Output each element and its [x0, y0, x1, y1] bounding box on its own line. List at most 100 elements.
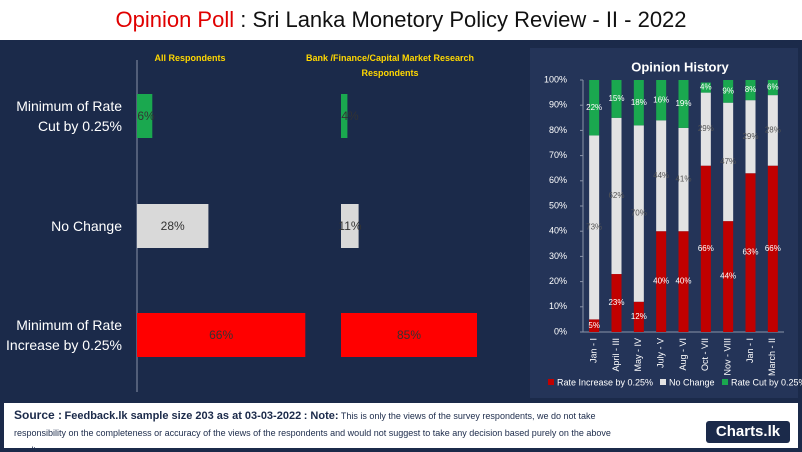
bar-segment [611, 117, 622, 275]
y-tick-label: 90% [549, 100, 567, 110]
value-label: 85% [397, 328, 421, 342]
value-label: 8% [745, 85, 757, 94]
value-label: 22% [586, 103, 602, 112]
x-tick-label: Jan - I [589, 338, 599, 363]
value-label: 63% [742, 248, 758, 257]
bar [137, 313, 306, 357]
bar-segment [656, 80, 667, 121]
x-tick-label: March - II [767, 338, 777, 376]
y-tick-label: 20% [549, 276, 567, 286]
bar [341, 94, 348, 138]
bar-segment [745, 100, 756, 174]
bar-segment [767, 95, 778, 166]
bar-segment [767, 165, 778, 332]
value-label: 23% [608, 298, 624, 307]
title: : Sri Lanka Monetory Policy Review - II … [240, 7, 687, 32]
y-tick-label: 60% [549, 175, 567, 185]
title-highlight: Opinion Poll [115, 7, 235, 32]
bar [341, 204, 359, 248]
source: Feedback.lk sample size 203 as at 03-03-… [64, 410, 302, 422]
y-tick-label: 30% [549, 251, 567, 261]
value-label: 66% [765, 244, 781, 253]
value-label: 29% [698, 124, 714, 133]
bar-segment [745, 173, 756, 332]
x-tick-label: Nov - VIII [723, 338, 733, 376]
bar-segment [589, 80, 600, 136]
bar [341, 313, 477, 357]
value-label: 66% [698, 244, 714, 253]
value-label: 4% [341, 109, 359, 123]
bar-segment [589, 135, 600, 320]
category-label: Minimum of Rate Cut by 0.25% [16, 98, 122, 134]
bar-segment [611, 80, 622, 118]
x-tick-label: Aug - VI [678, 338, 688, 371]
bar-segment [723, 102, 734, 222]
value-label: 70% [631, 209, 647, 218]
value-label: 9% [722, 86, 734, 95]
bar-segment [723, 221, 734, 332]
value-label: 16% [653, 95, 669, 104]
note: This is only the views of the survey res… [14, 411, 611, 452]
y-tick-label: 0% [554, 326, 567, 336]
bar-segment [767, 80, 778, 96]
bar-segment [633, 301, 644, 332]
legend-label: No Change [669, 377, 715, 387]
source-label: Source : [14, 408, 63, 422]
value-label: 12% [631, 312, 647, 321]
legend-swatch [548, 379, 554, 385]
footer-text: Source : Feedback.lk sample size 203 as … [14, 407, 614, 452]
y-tick-label: 10% [549, 301, 567, 311]
value-label: 44% [720, 272, 736, 281]
value-label: 15% [608, 94, 624, 103]
bar-segment [700, 165, 711, 332]
bar [137, 204, 209, 248]
bar-segment [633, 125, 644, 302]
x-tick-label: May - IV [633, 338, 643, 372]
footer: Source : Feedback.lk sample size 203 as … [4, 403, 798, 452]
value-label: 5% [588, 321, 600, 330]
bar-segment [589, 319, 600, 332]
bar-segment [678, 80, 689, 128]
value-label: 40% [675, 277, 691, 286]
category-label: No Change [51, 218, 122, 234]
value-label: 28% [161, 219, 185, 233]
value-label: 40% [653, 277, 669, 286]
bar-segment [633, 80, 644, 126]
value-label: 44% [653, 171, 669, 180]
value-label: 66% [209, 328, 233, 342]
x-tick-label: April - III [611, 338, 621, 372]
chart-title: Opinion History [631, 59, 729, 74]
value-label: 6% [767, 83, 779, 92]
value-label: 29% [742, 132, 758, 141]
y-tick-label: 70% [549, 150, 567, 160]
bar-segment [723, 80, 734, 103]
title-bar: Opinion Poll : Sri Lanka Monetory Policy… [0, 0, 802, 40]
y-tick-label: 80% [549, 125, 567, 135]
legend-swatch [660, 379, 666, 385]
bar-segment [678, 127, 689, 232]
value-label: 19% [675, 99, 691, 108]
x-tick-label: July - V [656, 338, 666, 368]
value-label: 41% [675, 175, 691, 184]
y-tick-label: 50% [549, 200, 567, 210]
bar-segment [611, 274, 622, 332]
category-label: Minimum of Rate Increase by 0.25% [6, 317, 122, 353]
bar-segment [700, 92, 711, 166]
x-tick-label: Oct - VII [700, 338, 710, 371]
value-label: 4% [700, 83, 712, 92]
legend-swatch [722, 379, 728, 385]
note-label: : Note: [303, 410, 339, 422]
bar-segment [700, 82, 711, 93]
bar-segment [745, 80, 756, 101]
legend-label: Rate Cut by 0.25% [731, 377, 802, 387]
value-label: 18% [631, 98, 647, 107]
y-tick-label: 40% [549, 226, 567, 236]
bar-segment [656, 231, 667, 332]
logo: Charts.lk [706, 421, 790, 443]
value-label: 47% [720, 157, 736, 166]
legend-label: Rate Increase by 0.25% [557, 377, 653, 387]
value-label: 6% [137, 109, 155, 123]
bar [137, 94, 153, 138]
